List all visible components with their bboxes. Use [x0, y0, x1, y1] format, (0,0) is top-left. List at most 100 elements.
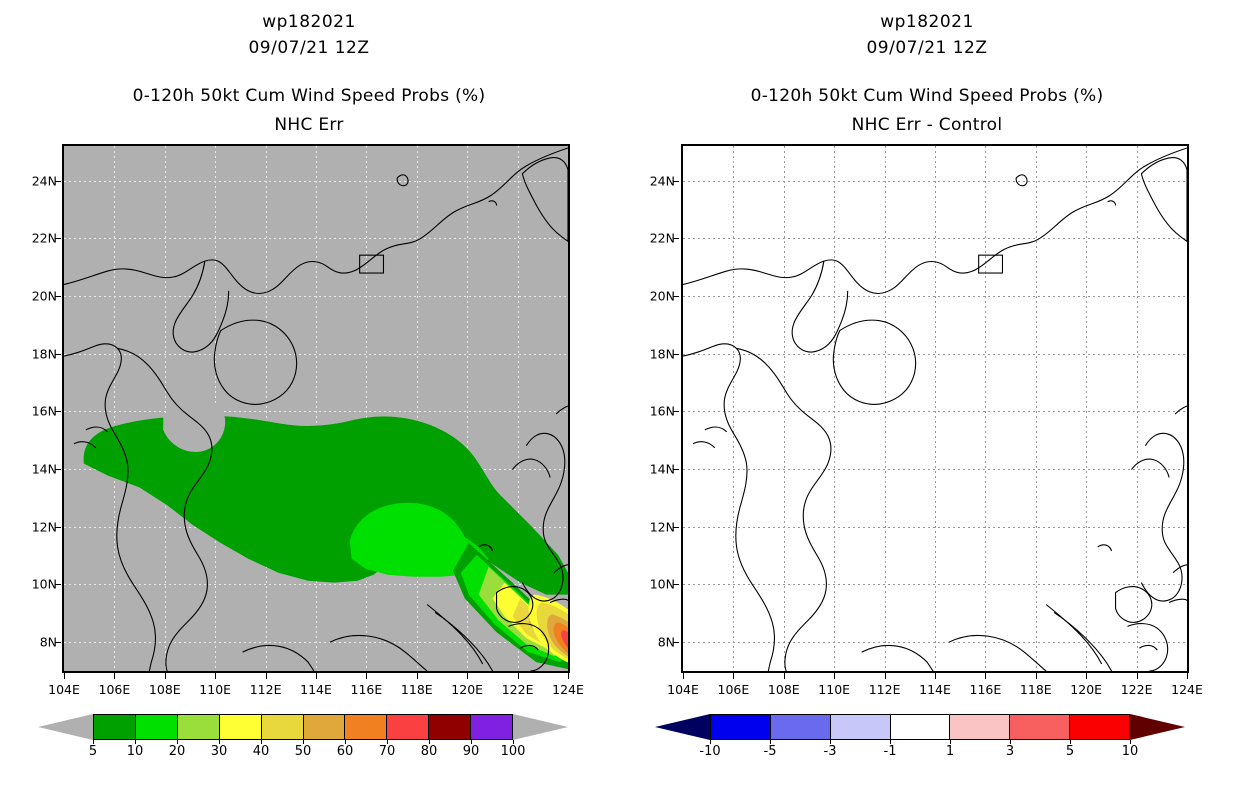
x-axis-tick-mark	[1187, 673, 1188, 679]
colorbar-left-ticks: 5 10 20 30 40 50 60 70 80 90 100	[0, 740, 618, 763]
x-axis-tick-label: 124E	[1171, 682, 1203, 697]
colorbar-tick-mark	[1010, 740, 1011, 744]
colorbar-tick-mark	[1130, 740, 1131, 744]
x-axis-right: 104E 106E 108E 110E 112E 114E 116E 118E 120E 122E…	[667, 673, 1203, 707]
x-axis-tick-label: 122E	[501, 682, 534, 697]
y-axis-tick-label: 16N	[31, 403, 57, 419]
colorbar-tick-label: 30	[210, 744, 228, 759]
colorbar-swatch	[219, 715, 262, 739]
colorbar-right[interactable]: -10 -5 -3 -1 1 3 5 10	[618, 714, 1236, 774]
y-axis-tick-mark	[673, 411, 679, 413]
x-axis-tick-label: 118E	[400, 682, 433, 697]
colorbar-tick-label: -10	[699, 744, 721, 759]
y-axis-tick-label: 22N	[31, 230, 57, 246]
x-axis-tick-mark	[884, 673, 886, 679]
x-axis-tick-mark	[64, 673, 65, 679]
colorbar-tick-mark	[345, 740, 346, 744]
x-axis-tick-mark	[1086, 673, 1088, 679]
y-axis-tick-label: 12N	[31, 519, 57, 535]
x-axis-tick-label: 104E	[48, 682, 80, 697]
colorbar-tick-label: 10	[126, 744, 144, 759]
x-axis-tick-mark	[985, 673, 987, 679]
colorbar-left[interactable]: 5 10 20 30 40 50 60 70 80 90 100	[0, 714, 618, 774]
chart-title-left: 0-120h 50kt Cum Wind Speed Probs (%)	[132, 86, 486, 106]
x-axis-left: 104E 106E 108E 110E 112E 114E 116E 118E 120E 122E…	[48, 673, 584, 707]
colorbar-swatch	[345, 715, 388, 739]
y-axis-tick-label: 18N	[649, 346, 675, 362]
x-axis-tick-label: 118E	[1019, 682, 1052, 697]
map-plot-right[interactable]	[681, 144, 1189, 673]
coastlines-right	[683, 146, 1187, 671]
y-axis-tick-label: 14N	[31, 461, 57, 477]
x-axis-tick-mark	[215, 673, 217, 679]
x-axis-tick-label: 110E	[199, 682, 232, 697]
y-axis-left: 24N 22N 20N 18N 16N 14N 12N 10N 8N	[0, 144, 61, 673]
colorbar-swatch	[950, 715, 1011, 739]
colorbar-swatch	[135, 715, 178, 739]
y-axis-tick-mark	[673, 526, 679, 528]
colorbar-tick-mark	[890, 740, 891, 744]
x-axis-tick-label: 120E	[1070, 682, 1103, 697]
colorbar-tick-mark	[261, 740, 262, 744]
x-axis-tick-label: 108E	[767, 682, 800, 697]
colorbar-swatch	[830, 715, 891, 739]
x-axis-tick-mark	[834, 673, 836, 679]
y-axis-right: 24N 22N 20N 18N 16N 14N 12N 10N 8N	[618, 144, 679, 673]
colorbar-tick-label: 70	[378, 744, 396, 759]
colorbar-tick-mark	[93, 740, 94, 744]
x-axis-tick-label: 114E	[300, 682, 332, 697]
colorbar-tick-label: 1	[945, 744, 955, 759]
colorbar-tick-mark	[770, 740, 771, 744]
y-axis-tick-label: 8N	[657, 634, 675, 650]
x-axis-tick-label: 124E	[552, 682, 584, 697]
y-axis-tick-label: 16N	[649, 403, 675, 419]
x-axis-tick-label: 116E	[350, 682, 383, 697]
y-axis-tick-label: 24N	[649, 173, 675, 189]
colorbar-tick-mark	[1070, 740, 1071, 744]
x-axis-tick-label: 110E	[818, 682, 851, 697]
y-axis-tick-label: 12N	[649, 519, 675, 535]
x-axis-tick-mark	[783, 673, 785, 679]
y-axis-tick-mark	[673, 296, 679, 297]
colorbar-swatch	[303, 715, 346, 739]
y-axis-tick-mark	[673, 180, 679, 182]
datetime-right: 09/07/21 12Z	[866, 38, 988, 58]
chart-subtitle-right: NHC Err - Control	[851, 115, 1003, 135]
x-axis-tick-label: 112E	[868, 682, 901, 697]
x-axis-tick-mark	[935, 673, 936, 679]
x-axis-tick-mark	[568, 673, 569, 679]
storm-id-left: wp182021	[262, 12, 356, 32]
y-axis-tick-mark	[55, 353, 61, 355]
y-axis-tick-label: 10N	[31, 576, 57, 592]
colorbar-tick-label: -5	[763, 744, 777, 759]
colorbar-tick-mark	[513, 740, 514, 744]
y-axis-tick-label: 24N	[31, 173, 57, 189]
y-axis-tick-mark	[673, 469, 679, 471]
x-axis-tick-mark	[114, 673, 116, 679]
colorbar-tick-label: -3	[823, 744, 837, 759]
colorbar-tick-label: 10	[1121, 744, 1139, 759]
y-axis-tick-mark	[55, 584, 61, 586]
datetime-left: 09/07/21 12Z	[248, 38, 370, 58]
colorbar-tick-label: 5	[1065, 744, 1075, 759]
y-axis-tick-mark	[55, 180, 61, 182]
colorbar-left-arrow-high	[513, 714, 568, 740]
x-axis-tick-mark	[1136, 673, 1138, 679]
colorbar-tick-label: 20	[168, 744, 186, 759]
colorbar-swatches-left	[93, 714, 513, 740]
colorbar-tick-mark	[303, 740, 304, 744]
colorbar-tick-mark	[429, 740, 430, 744]
y-axis-tick-mark	[55, 526, 61, 528]
colorbar-right-ticks: -10 -5 -3 -1 1 3 5 10	[618, 740, 1236, 763]
y-axis-tick-label: 20N	[31, 288, 57, 304]
colorbar-tick-label: 80	[420, 744, 438, 759]
colorbar-tick-label: 60	[336, 744, 354, 759]
y-axis-tick-mark	[673, 238, 679, 240]
colorbar-tick-mark	[177, 740, 178, 744]
x-axis-tick-mark	[517, 673, 519, 679]
colorbar-right-arrow-low	[655, 714, 710, 740]
panel-nhc-err: wp182021 09/07/21 12Z 0-120h 50kt Cum Wi…	[0, 12, 618, 774]
colorbar-right-arrow-high	[1130, 714, 1185, 740]
map-plot-left[interactable]	[62, 144, 570, 673]
chart-subtitle-left: NHC Err	[274, 115, 344, 135]
